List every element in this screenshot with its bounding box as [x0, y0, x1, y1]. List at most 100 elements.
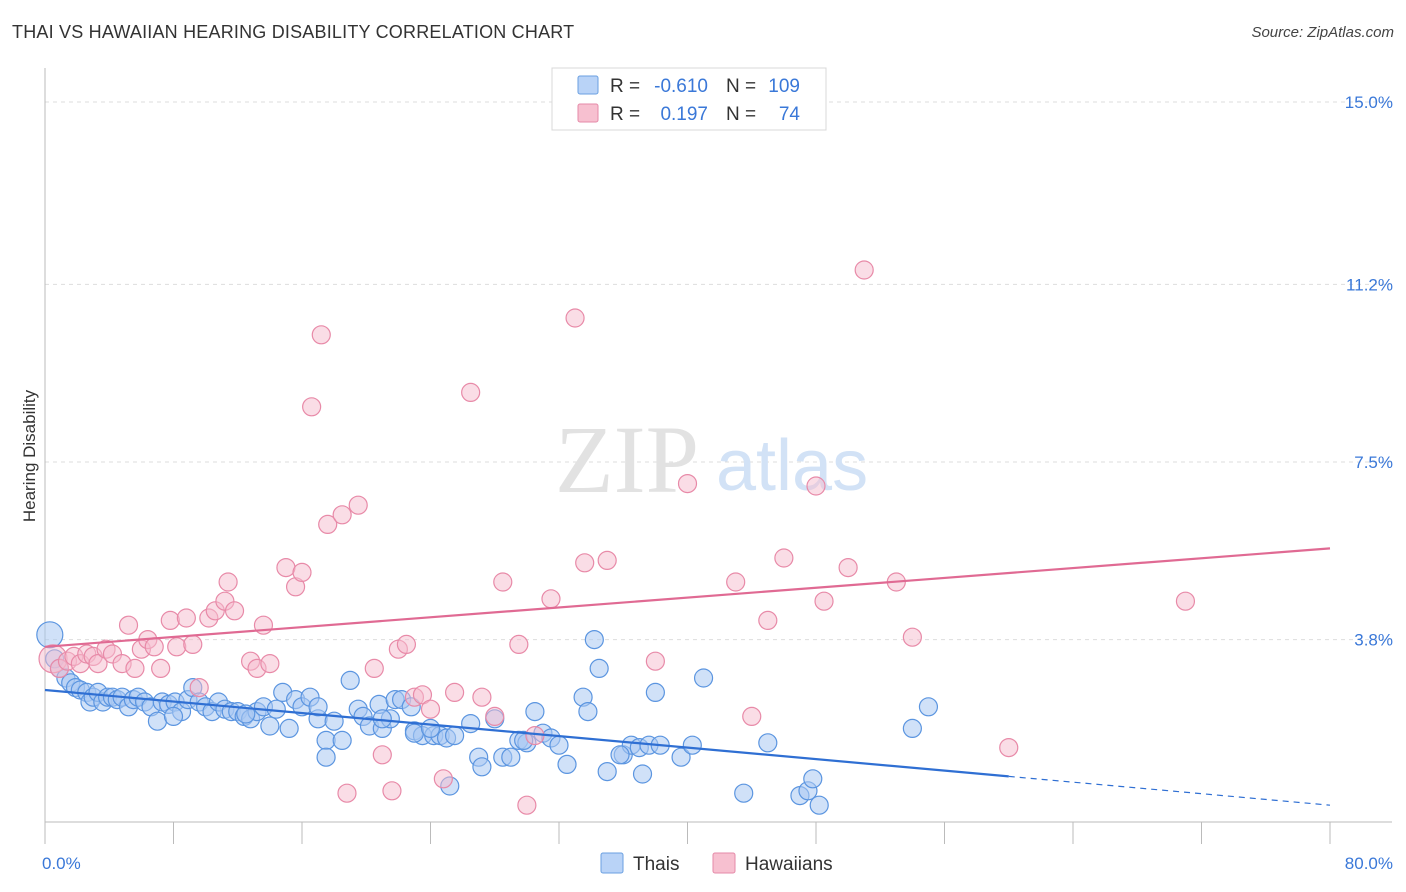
hawaiian-point: [999, 737, 1019, 758]
y-tick-label: 7.5%: [1354, 453, 1393, 472]
hawaiian-point: [677, 474, 698, 494]
thai-trend-extension: [1008, 775, 1331, 806]
grid-lines: [45, 101, 1392, 641]
hawaiian-point: [218, 572, 238, 592]
hawaiian-trend-line: [44, 547, 1331, 648]
thai-point: [340, 670, 360, 691]
thai-point: [758, 733, 778, 753]
bottom-legend-label-hawaiians: Hawaiians: [745, 854, 833, 875]
thai-point: [260, 716, 280, 736]
hawaiian-point: [597, 550, 617, 571]
hawaiian-point: [144, 637, 164, 657]
thai-point: [549, 735, 569, 755]
hawaiian-point: [758, 610, 778, 631]
hawaiian-point: [372, 745, 392, 765]
hawaiian-point: [88, 653, 108, 674]
bottom-legend-label-thais: Thais: [633, 854, 679, 875]
thai-point: [404, 723, 425, 743]
y-axis-label: Hearing Disability: [20, 389, 39, 522]
legend-n-label-hawaiian: N =: [726, 104, 756, 125]
hawaiian-point: [292, 562, 312, 583]
thai-point: [316, 747, 336, 767]
hawaiian-point: [493, 572, 513, 592]
hawaiian-point: [575, 553, 595, 573]
hawaiian-point: [774, 548, 794, 568]
legend-r-label-hawaiian: R =: [610, 104, 640, 125]
hawaiian-point: [541, 589, 561, 609]
thai-point: [525, 701, 545, 722]
legend-r-value-thai: -0.610: [654, 76, 708, 97]
y-tick-label: 3.8%: [1354, 631, 1393, 650]
thai-point: [632, 764, 653, 784]
thai-point: [472, 757, 492, 777]
hawaiian-point: [332, 505, 352, 525]
chart-title: THAI VS HAWAIIAN HEARING DISABILITY CORR…: [12, 22, 575, 42]
thai-point: [420, 718, 441, 739]
legend-swatch-thai: [577, 75, 599, 95]
y-tick-label: 15.0%: [1345, 93, 1393, 112]
x-tick-label: 80.0%: [1345, 854, 1393, 873]
hawaiian-point: [118, 615, 139, 635]
hawaiian-point: [472, 687, 492, 707]
thai-point: [645, 682, 665, 703]
watermark: ZIP atlas: [555, 406, 868, 513]
legend-r-label-thai: R =: [610, 76, 640, 97]
bottom-legend-swatch-hawaiians: [712, 852, 736, 874]
thai-point: [671, 747, 691, 767]
hawaiian-point: [1175, 591, 1196, 611]
thai-point: [279, 718, 299, 739]
thai-point: [809, 795, 829, 815]
thai-trend-line: [44, 688, 1009, 778]
hawaiian-point: [337, 783, 357, 803]
thai-point: [36, 621, 64, 649]
hawaiian-point: [382, 781, 402, 801]
legend-swatch-hawaiian: [577, 103, 599, 123]
hawaiian-point: [412, 685, 433, 705]
thai-point: [501, 747, 521, 767]
tick-labels: 3.8% 7.5% 11.2% 15.0% 0.0% 80.0%: [42, 93, 1393, 873]
hawaiian-point: [151, 658, 171, 679]
y-tick-label: 11.2%: [1346, 275, 1393, 294]
hawaiian-point: [565, 308, 585, 328]
bottom-legend: Thais Hawaiians: [600, 852, 833, 875]
legend-n-value-hawaiian: 74: [779, 104, 801, 125]
hawaiian-point: [364, 658, 384, 679]
watermark-zip: ZIP: [555, 406, 699, 513]
thai-point: [693, 668, 714, 688]
hawaiian-point: [509, 634, 529, 655]
hawaiian-point: [160, 610, 180, 631]
hawaiian-point: [167, 637, 187, 657]
hawaiian-point: [902, 627, 922, 647]
thai-point: [163, 706, 184, 727]
hawaiian-point: [318, 514, 338, 535]
thai-point: [461, 713, 481, 734]
thai-point: [610, 745, 630, 765]
thai-point: [902, 718, 922, 739]
hawaiian-point: [645, 651, 665, 671]
hawaiian-point: [276, 557, 296, 578]
trend-lines: [44, 547, 1331, 806]
hawaiian-point: [396, 634, 417, 655]
chart-source: Source: ZipAtlas.com: [1251, 24, 1394, 41]
thai-point: [682, 735, 702, 755]
hawaiian-point: [189, 677, 209, 698]
hawaiian-point: [433, 769, 453, 789]
thai-point: [444, 725, 465, 746]
hawaiian-point: [485, 706, 505, 727]
thai-point: [316, 730, 336, 751]
thai-point: [597, 761, 617, 782]
thai-point: [308, 697, 328, 717]
hawaiian-point: [420, 699, 441, 719]
thai-point: [557, 754, 577, 775]
legend-n-label-thai: N =: [726, 76, 756, 97]
hawaiian-point: [125, 658, 145, 679]
hawaiian-point: [348, 495, 368, 515]
hawaiian-point: [176, 608, 196, 628]
top-legend: R = -0.610 N = 109 R = 0.197 N = 74: [551, 67, 827, 131]
hawaiian-point: [525, 725, 545, 746]
hawaiian-point: [260, 653, 280, 674]
hawaiian-point: [302, 397, 322, 417]
thai-point: [734, 783, 754, 803]
thai-point: [584, 629, 604, 650]
